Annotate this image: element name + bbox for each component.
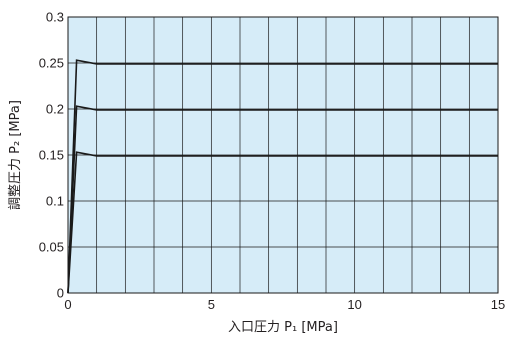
x-tick-label: 5 xyxy=(208,297,215,312)
series-line xyxy=(67,59,498,294)
series-group xyxy=(67,59,498,294)
x-tick-label: 0 xyxy=(64,297,71,312)
x-tick-label: 10 xyxy=(347,297,361,312)
y-tick-label: 0.15 xyxy=(39,148,64,163)
x-axis: 0 5 10 15 xyxy=(64,297,505,312)
y-tick-label: 0.1 xyxy=(46,194,64,209)
series-line xyxy=(67,105,498,294)
series-line xyxy=(67,151,498,294)
y-axis-title: 調整圧力 P₂ [MPa] xyxy=(8,100,23,210)
y-tick-label: 0.2 xyxy=(46,102,64,117)
y-tick-label: 0.05 xyxy=(39,240,64,255)
grid xyxy=(68,17,498,293)
y-tick-label: 0.3 xyxy=(46,10,64,25)
x-axis-title: 入口圧力 P₁ [MPa] xyxy=(228,320,338,335)
y-tick-label: 0 xyxy=(57,286,64,301)
x-tick-label: 15 xyxy=(491,297,505,312)
y-tick-label: 0.25 xyxy=(39,56,64,71)
y-axis: 0 0.05 0.1 0.15 0.2 0.25 0.3 xyxy=(39,10,64,301)
plot-frame xyxy=(67,16,499,294)
